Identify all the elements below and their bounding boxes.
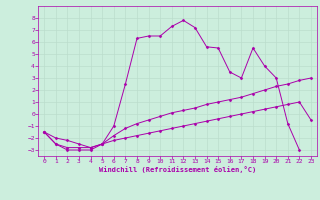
X-axis label: Windchill (Refroidissement éolien,°C): Windchill (Refroidissement éolien,°C) bbox=[99, 166, 256, 173]
